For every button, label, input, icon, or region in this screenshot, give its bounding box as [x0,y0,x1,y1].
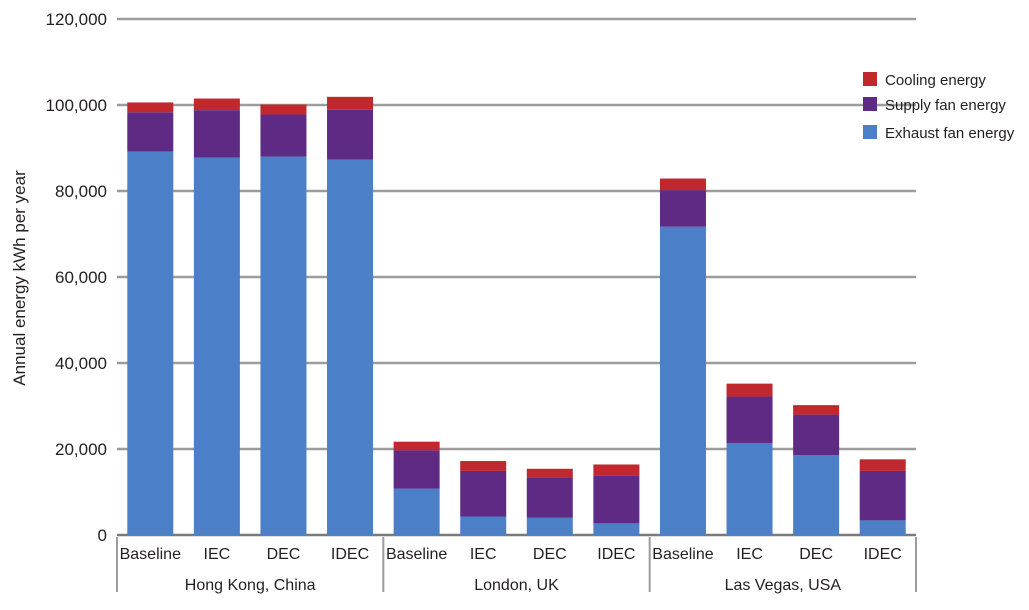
y-axis: 0 20,000 40,000 60,000 80,000 100,000 120,000 [46,10,107,545]
bar-segment [193,157,240,535]
y-tick-label: 100,000 [46,96,107,115]
bar-segment [260,156,307,535]
x-tick-label: IEC [736,546,763,563]
bar-segment [526,517,573,535]
y-tick-label: 120,000 [46,10,107,29]
x-tick-label: DEC [533,546,567,563]
bar-segment [659,178,706,191]
x-group-label: Hong Kong, China [185,577,316,594]
bar-segment [593,475,640,524]
bar-segment [393,441,440,451]
x-group-label: London, UK [474,577,559,594]
bar-segment [393,450,440,489]
legend-swatch [863,97,877,111]
bar-segment [726,442,773,535]
bar-segment [659,226,706,535]
bar-segment [859,470,906,521]
bar-segment [726,396,773,443]
y-tick-label: 60,000 [55,268,107,287]
bar-segment [127,151,174,535]
bar-segment [793,455,840,535]
x-tick-label: Baseline [652,546,713,563]
bar-segment [593,523,640,535]
bar-segment [193,98,240,111]
x-tick-label: Baseline [386,546,447,563]
bar-segment [460,470,507,517]
legend-label: Exhaust fan energy [885,125,1015,142]
legend: Cooling energy Supply fan energy Exhaust f… [863,72,1015,142]
bar-segment [859,520,906,535]
bar-segment [327,109,374,160]
bar-segment [460,461,507,471]
x-tick-label: IDEC [331,546,369,563]
bar-segment [393,488,440,535]
bar-segment [593,464,640,476]
bar-segment [460,516,507,535]
x-tick-label: IDEC [597,546,635,563]
legend-label: Cooling energy [885,72,986,89]
y-axis-label: Annual energy kWh per year [10,170,29,386]
y-tick-label: 0 [98,526,107,545]
gridlines [117,17,916,537]
bar-segment [127,102,174,113]
y-tick-label: 80,000 [55,182,107,201]
x-tick-label: IEC [470,546,497,563]
bar-segment [859,459,906,471]
bar-segment [260,104,307,115]
bar-segment [327,96,374,110]
x-tick-label: Baseline [120,546,181,563]
x-tick-label: DEC [267,546,301,563]
bar-segment [193,110,240,158]
bars [127,96,906,536]
bar-segment [327,159,374,536]
y-tick-label: 20,000 [55,440,107,459]
x-group-label: Las Vegas, USA [725,577,842,594]
x-tick-label: IDEC [864,546,902,563]
y-tick-label: 40,000 [55,354,107,373]
x-tick-label: DEC [799,546,833,563]
legend-label: Supply fan energy [885,97,1006,114]
legend-swatch [863,72,877,86]
legend-swatch [863,125,877,139]
bar-segment [526,468,573,478]
x-tick-label: IEC [204,546,231,563]
bar-segment [526,477,573,518]
bar-segment [793,414,840,456]
bar-segment [659,190,706,227]
bar-segment [127,112,174,152]
bar-segment [260,114,307,157]
bar-segment [726,383,773,397]
bar-segment [793,405,840,415]
